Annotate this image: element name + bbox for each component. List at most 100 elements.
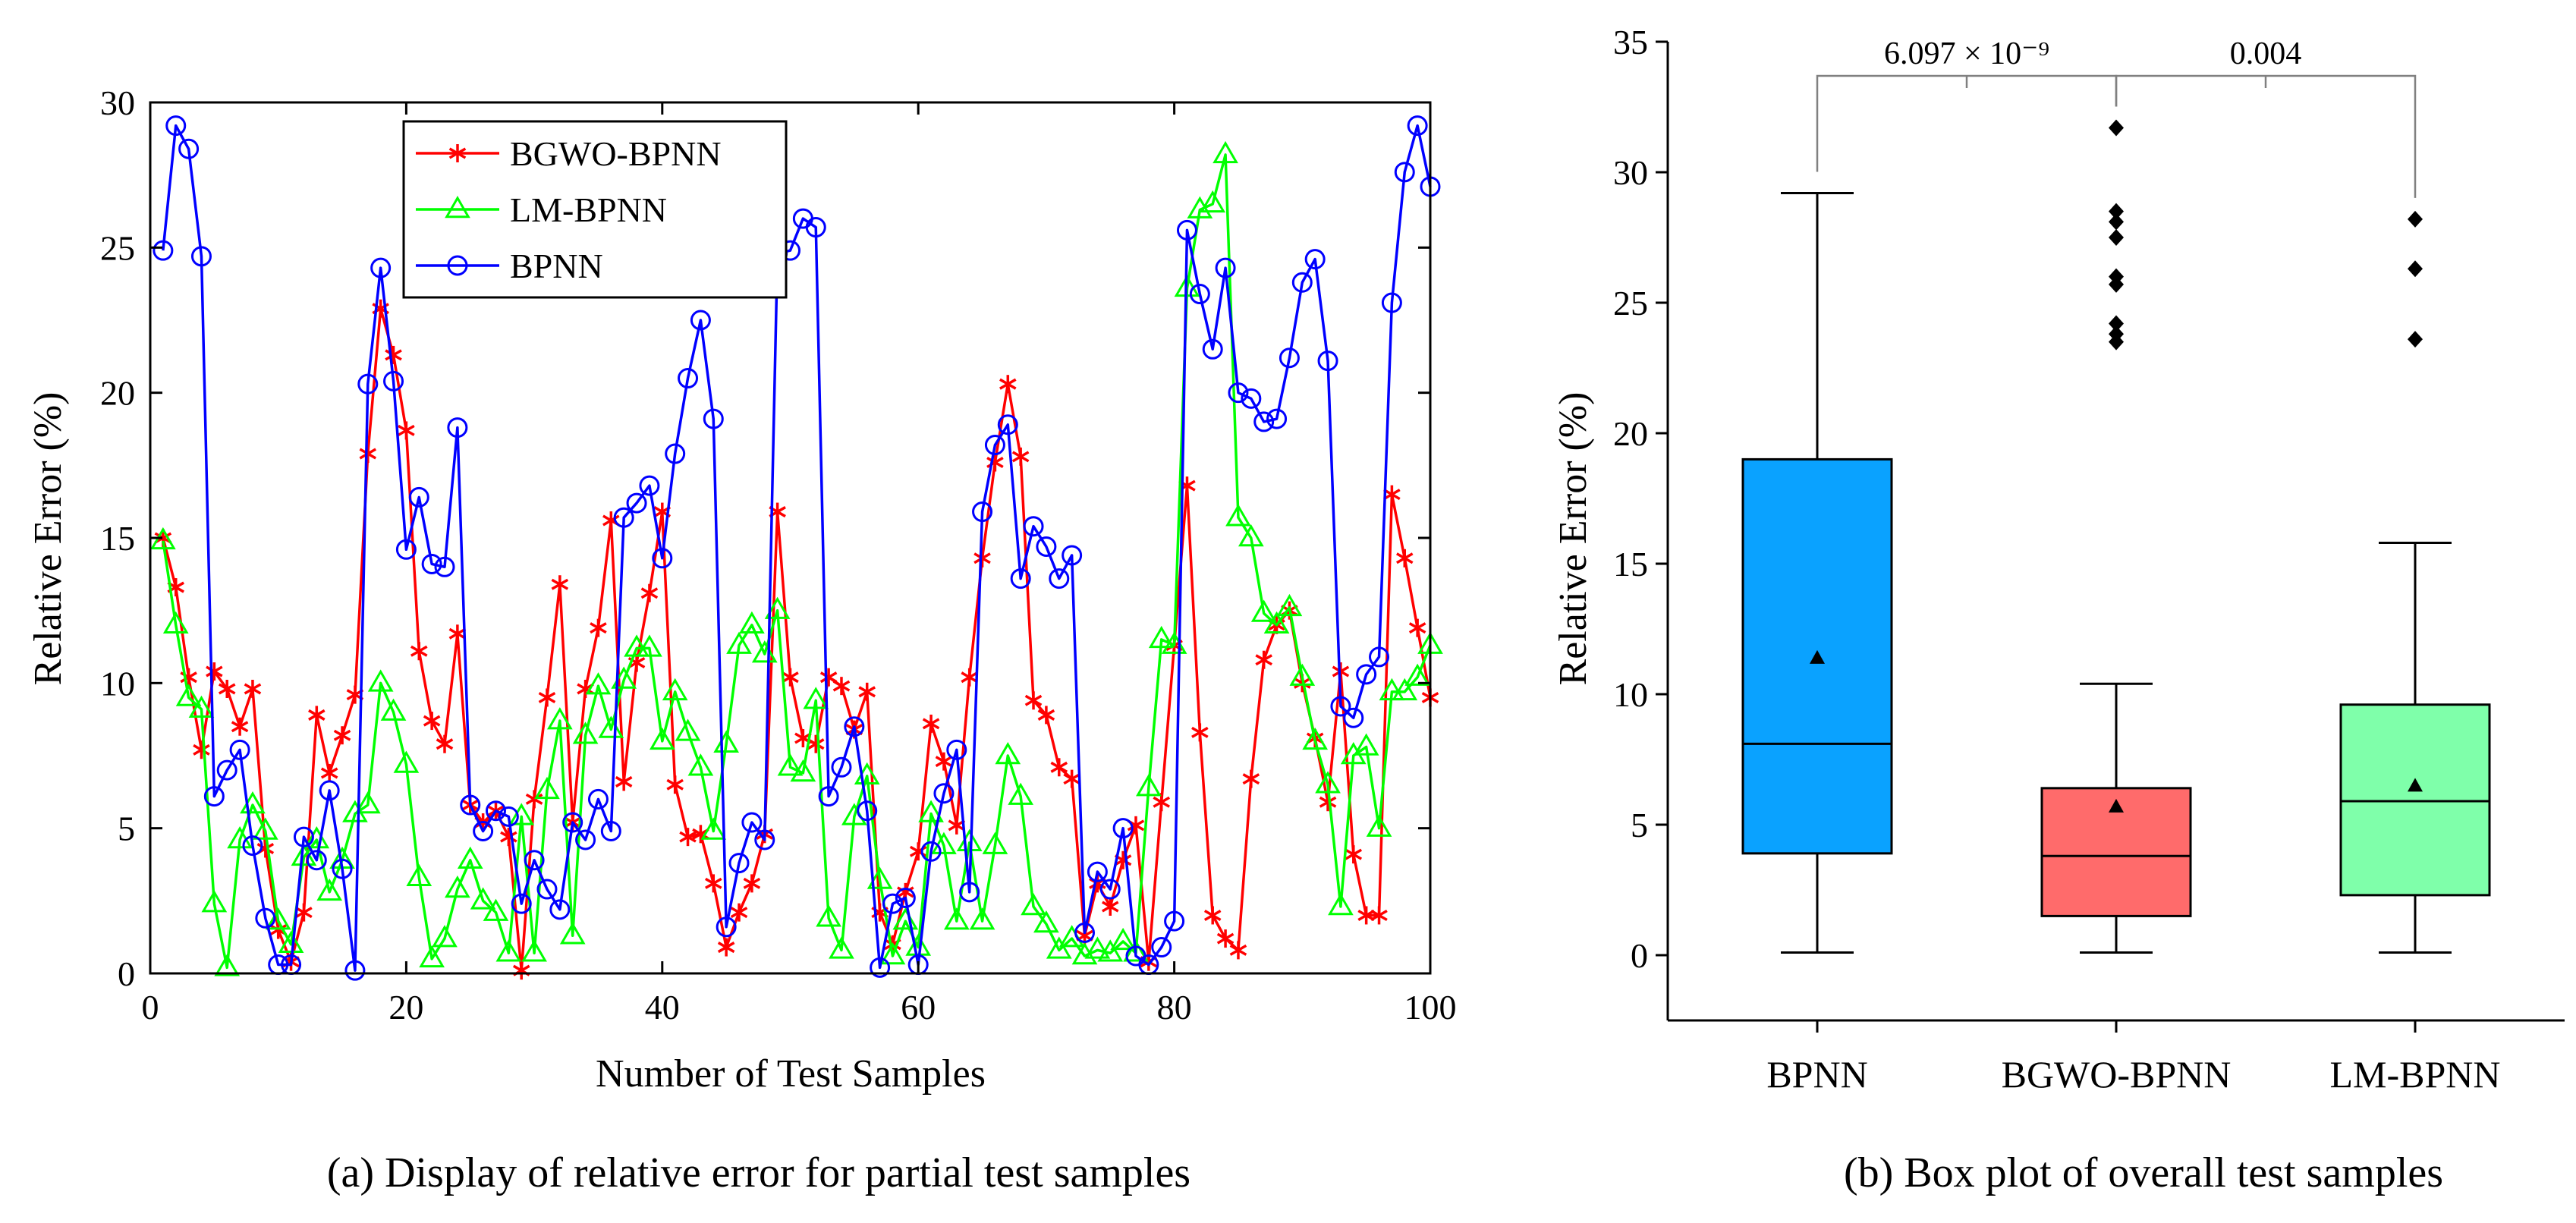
significance-bracket: 6.097 × 10⁻⁹ xyxy=(1816,36,2118,172)
data-point-lm-bpnn xyxy=(637,634,662,657)
data-point-bgwo-bpnn-stroke xyxy=(640,587,659,599)
data-point-bpnn-shape xyxy=(562,812,583,833)
data-point-lm-bpnn xyxy=(1263,611,1290,634)
data-point-bgwo-bpnn xyxy=(385,345,402,364)
data-point-bgwo-bpnn-stroke xyxy=(500,831,517,843)
data-point-bgwo-bpnn-stroke xyxy=(897,886,914,898)
data-point-bgwo-bpnn-stroke xyxy=(819,671,838,684)
data-point-lm-bpnn-shape xyxy=(1097,939,1124,962)
data-point-lm-bpnn-shape xyxy=(432,925,458,948)
data-point-bgwo-bpnn xyxy=(730,903,748,922)
box-y-tick-label: 0 xyxy=(1631,936,1648,975)
data-point-bpnn xyxy=(972,501,993,523)
data-point-lm-bpnn xyxy=(508,803,535,825)
y-axis-label: Relative Error (%) xyxy=(27,392,70,686)
box-plot-panel: 0 5 10 15 20 25 30 35 BPNN BGWO-BPNN LM-BPNN 6.097… xyxy=(1552,23,2565,1196)
data-point-bgwo-bpnn xyxy=(1383,485,1401,504)
data-point-lm-bpnn xyxy=(1084,936,1111,959)
data-point-bpnn-shape xyxy=(344,960,366,981)
data-point-bpnn xyxy=(1189,284,1210,305)
box-outlier xyxy=(2109,333,2124,351)
x-tick-label: 100 xyxy=(1404,988,1457,1027)
data-point-bpnn xyxy=(882,893,903,914)
data-point-bpnn-shape xyxy=(255,907,276,929)
y-tick-label: 30 xyxy=(100,83,135,122)
data-point-lm-bpnn-shape xyxy=(419,945,445,968)
data-point-bpnn-shape xyxy=(190,246,212,267)
data-point-lm-bpnn-shape xyxy=(1123,939,1149,962)
data-point-lm-bpnn xyxy=(1136,774,1162,797)
data-point-bgwo-bpnn xyxy=(1153,793,1170,812)
data-point-bgwo-bpnn-stroke xyxy=(705,877,722,889)
data-point-bgwo-bpnn-stroke xyxy=(1127,819,1145,832)
data-point-lm-bpnn-shape xyxy=(316,878,343,901)
data-point-lm-bpnn-shape xyxy=(982,832,1008,854)
data-point-lm-bpnn-shape xyxy=(1315,771,1341,794)
data-point-bpnn xyxy=(703,408,724,429)
data-point-lm-bpnn xyxy=(700,817,727,840)
data-point-bgwo-bpnn xyxy=(922,714,940,733)
data-point-bgwo-bpnn xyxy=(832,677,851,696)
data-point-lm-bpnn xyxy=(1250,599,1277,622)
data-point-bgwo-bpnn-stroke xyxy=(538,691,556,703)
box-axes-ticks: 0 5 10 15 20 25 30 35 BPNN BGWO-BPNN LM-BPNN xyxy=(1613,23,2501,1096)
data-point-bgwo-bpnn-stroke xyxy=(359,448,377,460)
data-point-bgwo-bpnn xyxy=(512,961,530,980)
data-point-bpnn-shape xyxy=(1291,272,1313,293)
data-point-bpnn xyxy=(498,806,519,827)
data-point-bgwo-bpnn xyxy=(1408,618,1426,637)
data-point-bpnn-shape xyxy=(1343,707,1364,728)
data-point-bpnn xyxy=(383,370,404,391)
data-point-bpnn-shape xyxy=(1189,284,1210,305)
data-point-lm-bpnn xyxy=(265,907,291,930)
legend-marker-stroke xyxy=(448,147,467,159)
data-point-lm-bpnn-shape xyxy=(969,907,995,930)
data-point-bpnn-shape xyxy=(1049,568,1070,589)
data-point-bpnn xyxy=(460,794,481,816)
data-point-lm-bpnn-shape xyxy=(829,936,854,959)
data-point-lm-bpnn-shape xyxy=(1084,936,1111,959)
data-point-bpnn xyxy=(1381,292,1402,313)
data-point-bpnn-shape xyxy=(613,507,634,528)
data-point-bpnn xyxy=(434,556,455,577)
data-point-bpnn-shape xyxy=(1036,536,1057,557)
data-point-bpnn xyxy=(652,548,673,569)
data-point-bgwo-bpnn-stroke xyxy=(551,578,569,590)
data-point-lm-bpnn-shape xyxy=(803,687,829,709)
data-point-lm-bpnn-shape xyxy=(1021,892,1046,916)
data-point-lm-bpnn-shape xyxy=(175,684,202,706)
data-point-bgwo-bpnn xyxy=(359,445,377,464)
data-point-bgwo-bpnn xyxy=(935,752,953,771)
data-point-lm-bpnn-shape xyxy=(662,678,688,701)
data-point-bpnn xyxy=(357,373,379,395)
data-point-bpnn-shape xyxy=(844,716,865,737)
data-point-lm-bpnn xyxy=(214,954,241,976)
data-point-bpnn-shape xyxy=(1062,545,1083,566)
caption-a: (a) Display of relative error for partia… xyxy=(327,1149,1190,1196)
data-point-bpnn-shape xyxy=(1356,664,1377,685)
data-point-bpnn-shape xyxy=(293,826,314,847)
data-point-bpnn-shape xyxy=(1304,249,1326,270)
data-point-bgwo-bpnn-stroke xyxy=(308,709,326,721)
data-point-bpnn xyxy=(1241,388,1262,409)
data-point-bgwo-bpnn xyxy=(551,575,569,594)
legend-marker xyxy=(445,195,470,219)
box-outlier xyxy=(2109,229,2124,246)
data-point-bgwo-bpnn xyxy=(1229,941,1247,960)
data-point-lm-bpnn xyxy=(1046,936,1072,959)
data-point-lm-bpnn xyxy=(521,939,547,962)
data-point-bpnn-shape xyxy=(216,759,237,781)
series-bpnn xyxy=(153,115,1441,981)
data-point-bpnn xyxy=(511,893,532,914)
data-point-bpnn xyxy=(870,957,891,978)
data-point-lm-bpnn-shape xyxy=(790,759,816,782)
data-point-bpnn-shape xyxy=(575,829,596,850)
data-point-lm-bpnn xyxy=(1276,593,1303,617)
data-point-bpnn xyxy=(1394,162,1415,183)
data-point-bpnn-shape xyxy=(678,368,699,389)
data-point-bgwo-bpnn-stroke xyxy=(1114,854,1132,866)
data-point-bgwo-bpnn-stroke xyxy=(1345,848,1363,860)
data-point-lm-bpnn xyxy=(1123,939,1149,962)
data-point-bpnn xyxy=(229,739,250,760)
data-point-bpnn xyxy=(920,841,942,862)
